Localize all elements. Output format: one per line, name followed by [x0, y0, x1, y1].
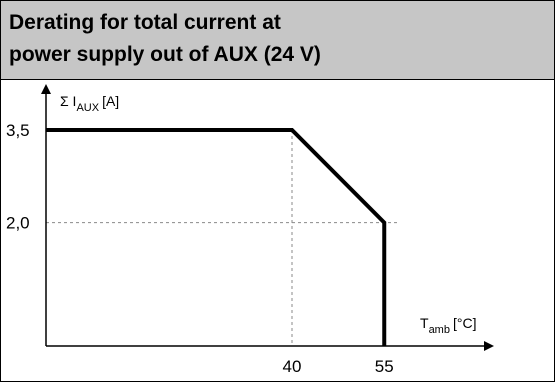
y-axis-label: Σ IAUX [A] [60, 93, 119, 114]
chart-title: Derating for total current at power supp… [9, 7, 321, 71]
y-axis-symbol: Σ I [60, 93, 76, 109]
x-axis-unit: [°C] [453, 315, 477, 331]
y-tick-label-2-0: 2,0 [6, 214, 30, 233]
x-axis-label: Tamb [°C] [420, 315, 476, 336]
chart-header: Derating for total current at power supp… [1, 1, 554, 80]
y-tick-label-3-5: 3,5 [6, 121, 30, 140]
y-axis-unit: [A] [102, 93, 119, 109]
x-axis-symbol: T [420, 315, 429, 331]
x-axis-subscript: amb [429, 324, 450, 336]
y-axis-subscript: AUX [76, 102, 99, 114]
derating-curve [46, 128, 387, 346]
title-line-2: power supply out of AUX (24 V) [9, 43, 321, 66]
x-tick-label-40: 40 [283, 357, 302, 376]
title-line-1: Derating for total current at [9, 11, 281, 34]
x-tick-label-55: 55 [375, 357, 394, 376]
